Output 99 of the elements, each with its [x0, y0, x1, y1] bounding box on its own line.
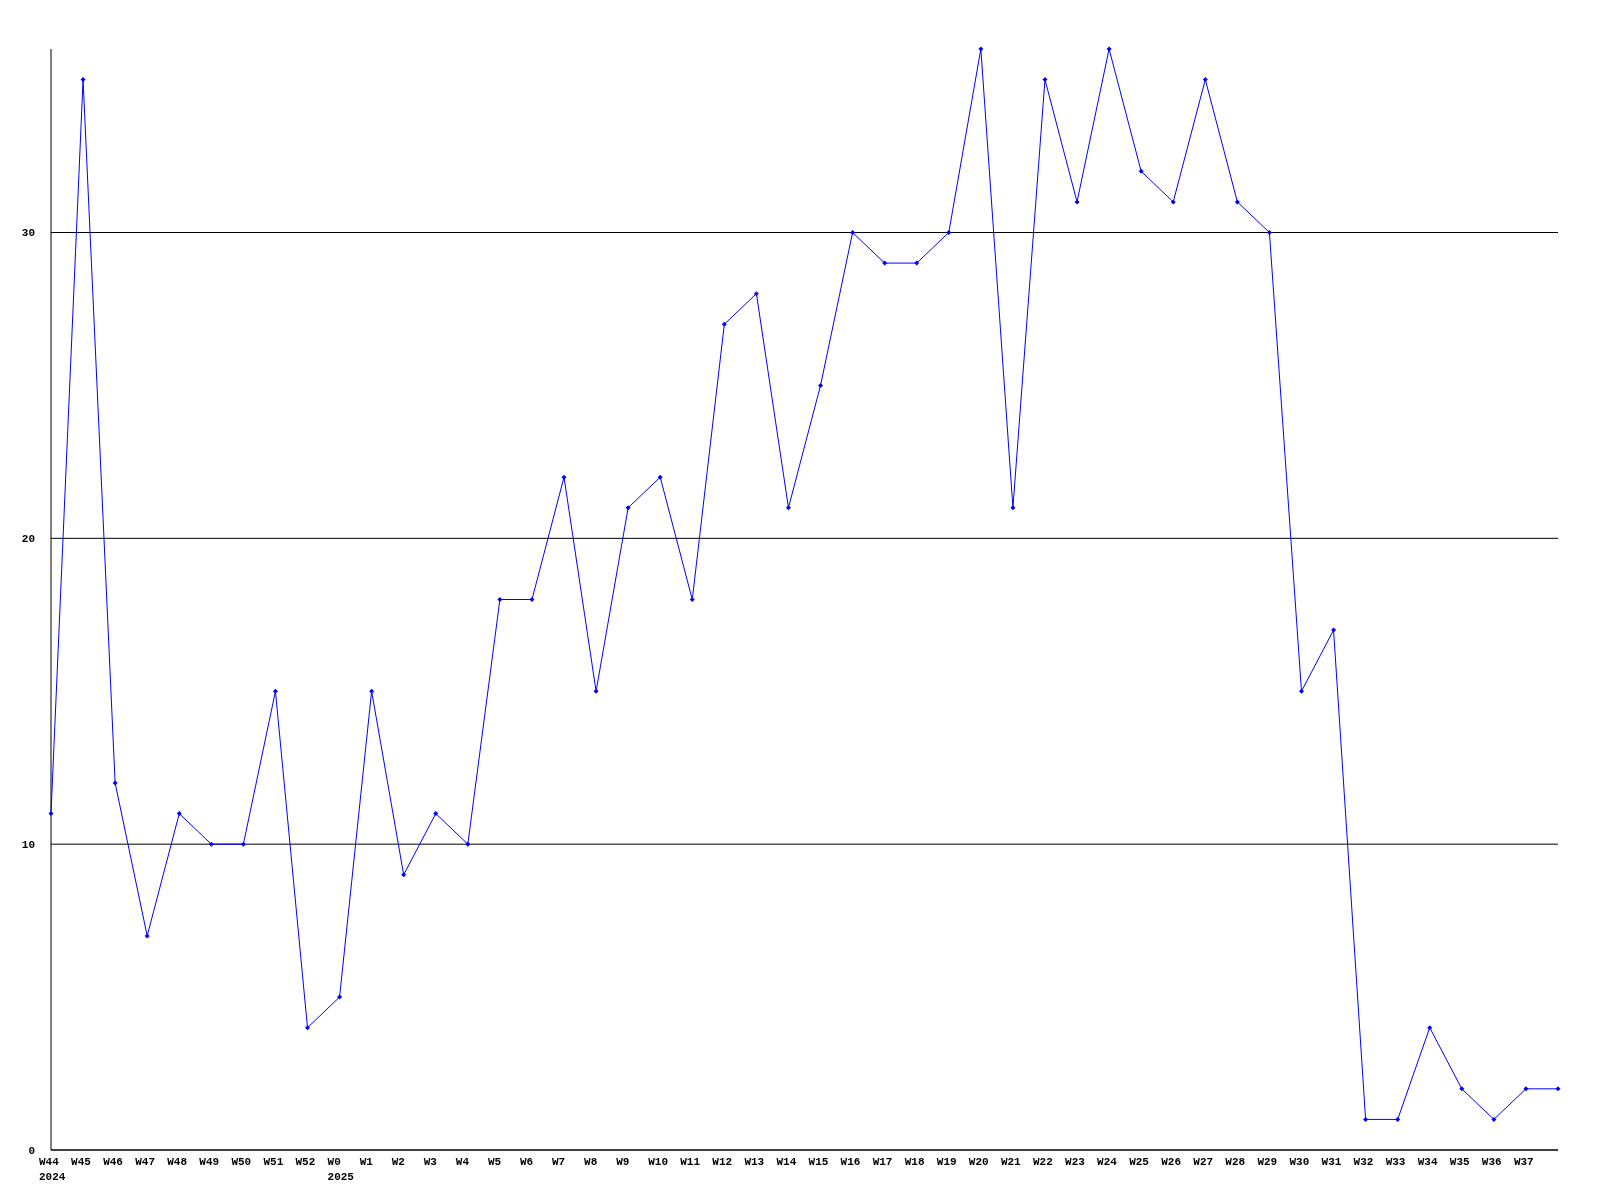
point [144, 933, 150, 939]
x-tick-label: W0 2025 [327, 1156, 355, 1183]
x-tick-label: W7 [552, 1156, 566, 1168]
point [882, 260, 888, 266]
x-tick-label: W17 [872, 1156, 893, 1168]
point [529, 597, 535, 602]
point [818, 382, 824, 388]
x-tick-label: W6 [519, 1156, 534, 1168]
point [1010, 505, 1016, 511]
x-tick-label: W5 [487, 1156, 502, 1168]
x-tick-label: W13 [744, 1156, 765, 1168]
point [1202, 77, 1208, 83]
x-tick-label: W51 [263, 1156, 284, 1168]
x-tick-label: W30 [1289, 1156, 1310, 1168]
x-tick-label: W21 [1000, 1156, 1022, 1168]
point [1106, 46, 1112, 52]
point [337, 994, 343, 1000]
x-tick-label: W52 [295, 1156, 316, 1168]
point [465, 841, 471, 847]
x-tick-label: W50 [231, 1156, 252, 1168]
x-tick-label: W35 [1449, 1156, 1471, 1168]
point [1138, 168, 1144, 174]
point [176, 811, 182, 817]
point [1331, 627, 1337, 633]
x-tick-label: W47 [135, 1156, 155, 1168]
x-tick-label: W14 [776, 1156, 797, 1168]
x-tick-label: W36 [1481, 1156, 1502, 1168]
point [369, 688, 375, 694]
point [401, 872, 407, 878]
point [1427, 1025, 1433, 1031]
x-tick-label: W49 [199, 1156, 220, 1168]
x-tick-label: W46 [103, 1156, 123, 1168]
y-tick-label: 0 [28, 1144, 35, 1157]
x-tick-label: W29 [1257, 1156, 1278, 1168]
point [1555, 1086, 1561, 1092]
x-tick-label: W8 [584, 1156, 598, 1168]
point [1363, 1116, 1369, 1122]
point [1170, 199, 1176, 205]
x-tick-label: W12 [712, 1156, 733, 1168]
x-tick-label: W23 [1065, 1156, 1086, 1168]
point [593, 688, 599, 694]
x-tick-label: W34 [1417, 1156, 1438, 1168]
x-tick-label: W1 [359, 1156, 374, 1168]
x-tick-label: W28 [1225, 1156, 1246, 1168]
point [1491, 1116, 1497, 1122]
point [1074, 199, 1080, 205]
x-tick-label: W31 [1321, 1156, 1342, 1168]
x-tick-label: W11 [680, 1156, 701, 1168]
point [785, 505, 791, 511]
y-tick-label: 10 [21, 839, 35, 852]
x-tick-label: W16 [840, 1156, 861, 1168]
point [433, 811, 439, 817]
x-tick-label: W9 [616, 1156, 630, 1168]
point [978, 46, 984, 52]
x-tick-label: W33 [1385, 1156, 1406, 1168]
x-tick-label: W24 [1097, 1156, 1118, 1168]
point [753, 291, 759, 297]
y-tick-label: 30 [21, 227, 35, 240]
y-tick-label: 20 [21, 533, 35, 546]
point [721, 321, 727, 327]
point [689, 597, 695, 602]
point [1042, 77, 1048, 83]
x-tick-label: W48 [167, 1156, 188, 1168]
x-tick-label: W10 [648, 1156, 669, 1168]
point [208, 841, 214, 847]
point [946, 230, 952, 235]
point [914, 260, 920, 266]
point [1234, 199, 1240, 205]
x-tick-label: W4 [455, 1156, 470, 1168]
point [1298, 688, 1304, 694]
x-tick-label: W32 [1353, 1156, 1374, 1168]
point [657, 474, 663, 480]
point [561, 474, 567, 480]
x-tick-label: W45 [71, 1156, 92, 1168]
point [1395, 1116, 1401, 1122]
x-tick-label: W37 [1513, 1156, 1534, 1168]
point [1523, 1086, 1529, 1092]
point [48, 811, 54, 817]
x-tick-label: W25 [1129, 1156, 1150, 1168]
point [497, 597, 503, 602]
point [305, 1025, 311, 1031]
x-tick-label: W18 [904, 1156, 925, 1168]
x-tick-label: W26 [1161, 1156, 1182, 1168]
x-tick-label: W27 [1193, 1156, 1214, 1168]
x-tick-label: W15 [808, 1156, 829, 1168]
point [272, 688, 278, 694]
point [1459, 1086, 1465, 1092]
x-tick-label: W20 [968, 1156, 989, 1168]
point [1266, 230, 1272, 235]
x-tick-label: W2 [391, 1156, 405, 1168]
point [625, 505, 631, 511]
x-tick-label: W22 [1032, 1156, 1053, 1168]
point [240, 841, 246, 847]
point [80, 77, 86, 83]
x-tick-label: W19 [936, 1156, 957, 1168]
x-tick-label: W44 2024 [39, 1156, 66, 1183]
x-tick-label: W3 [423, 1156, 438, 1168]
point [850, 230, 856, 235]
point [112, 780, 118, 786]
